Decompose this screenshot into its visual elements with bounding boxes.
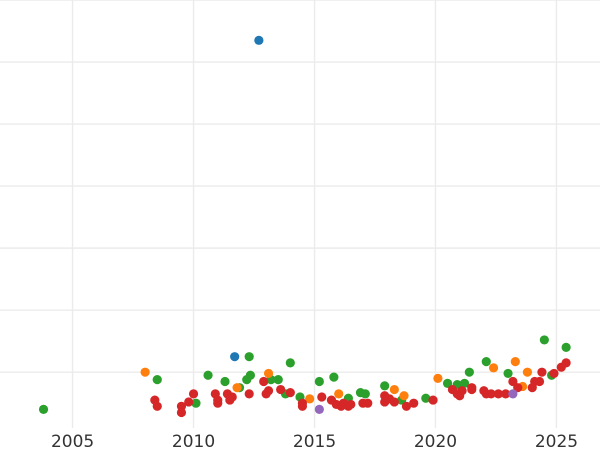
data-point [399, 391, 409, 401]
data-point [539, 335, 549, 345]
data-point [486, 389, 496, 399]
data-point [305, 394, 315, 404]
data-point [152, 375, 162, 385]
data-point [409, 398, 419, 408]
x-tick-label: 2010 [172, 432, 215, 450]
data-point [297, 401, 308, 411]
data-point [508, 376, 518, 387]
data-point [213, 398, 223, 408]
data-point [459, 378, 470, 388]
data-point [488, 363, 499, 373]
data-point [346, 399, 356, 410]
data-point [276, 384, 286, 395]
data-point [464, 367, 474, 377]
data-point [501, 389, 511, 399]
series-group [38, 335, 571, 414]
data-point [203, 370, 213, 380]
data-point [285, 358, 295, 368]
data-point [329, 372, 339, 382]
data-point [254, 35, 264, 45]
data-point [537, 367, 547, 377]
x-tick-label: 2020 [414, 432, 457, 450]
data-point [428, 395, 438, 405]
data-point [380, 381, 390, 391]
data-point [433, 373, 443, 383]
data-point [467, 384, 477, 395]
data-point [314, 376, 324, 387]
data-point [245, 370, 256, 380]
data-point [176, 407, 187, 418]
x-tick-label: 2015 [293, 432, 336, 450]
series-group [230, 35, 264, 362]
data-point [513, 383, 523, 393]
data-point [401, 401, 412, 411]
data-point [389, 397, 399, 407]
data-point [259, 376, 269, 387]
series-group [314, 389, 518, 414]
data-point [481, 357, 491, 367]
data-point [360, 389, 370, 399]
data-point [317, 392, 327, 402]
data-point [188, 389, 199, 399]
data-point [534, 376, 545, 387]
data-point [38, 404, 49, 414]
data-point [220, 376, 230, 387]
data-point [561, 358, 571, 368]
data-point [561, 342, 571, 352]
data-point [549, 368, 559, 379]
data-point [510, 357, 520, 367]
data-point [273, 375, 283, 385]
data-point [285, 388, 295, 398]
data-point [314, 404, 324, 414]
points-layer [38, 35, 571, 418]
data-point [263, 386, 274, 396]
data-point [334, 389, 344, 399]
data-point [522, 367, 533, 377]
data-point [457, 386, 467, 396]
data-point [184, 397, 194, 407]
data-point [191, 398, 201, 408]
data-point [244, 352, 254, 362]
grid-layer [0, 0, 600, 428]
data-point [503, 368, 513, 379]
data-point [493, 389, 503, 399]
data-point [508, 389, 518, 399]
data-point [421, 393, 431, 403]
series-group [140, 357, 533, 404]
data-point [363, 398, 373, 408]
x-tick-label: 2025 [535, 432, 578, 450]
data-point [152, 401, 162, 411]
data-point [263, 368, 274, 379]
x-axis-tick-labels: 2005 2010 2015 2020 2025 [51, 432, 578, 450]
data-point [244, 389, 254, 399]
data-point [140, 367, 150, 377]
x-tick-label: 2005 [51, 432, 94, 450]
data-point [227, 392, 237, 402]
data-point [230, 352, 240, 362]
data-point [232, 383, 242, 393]
series-group [150, 358, 571, 418]
data-point [389, 384, 399, 395]
data-point [442, 378, 453, 388]
